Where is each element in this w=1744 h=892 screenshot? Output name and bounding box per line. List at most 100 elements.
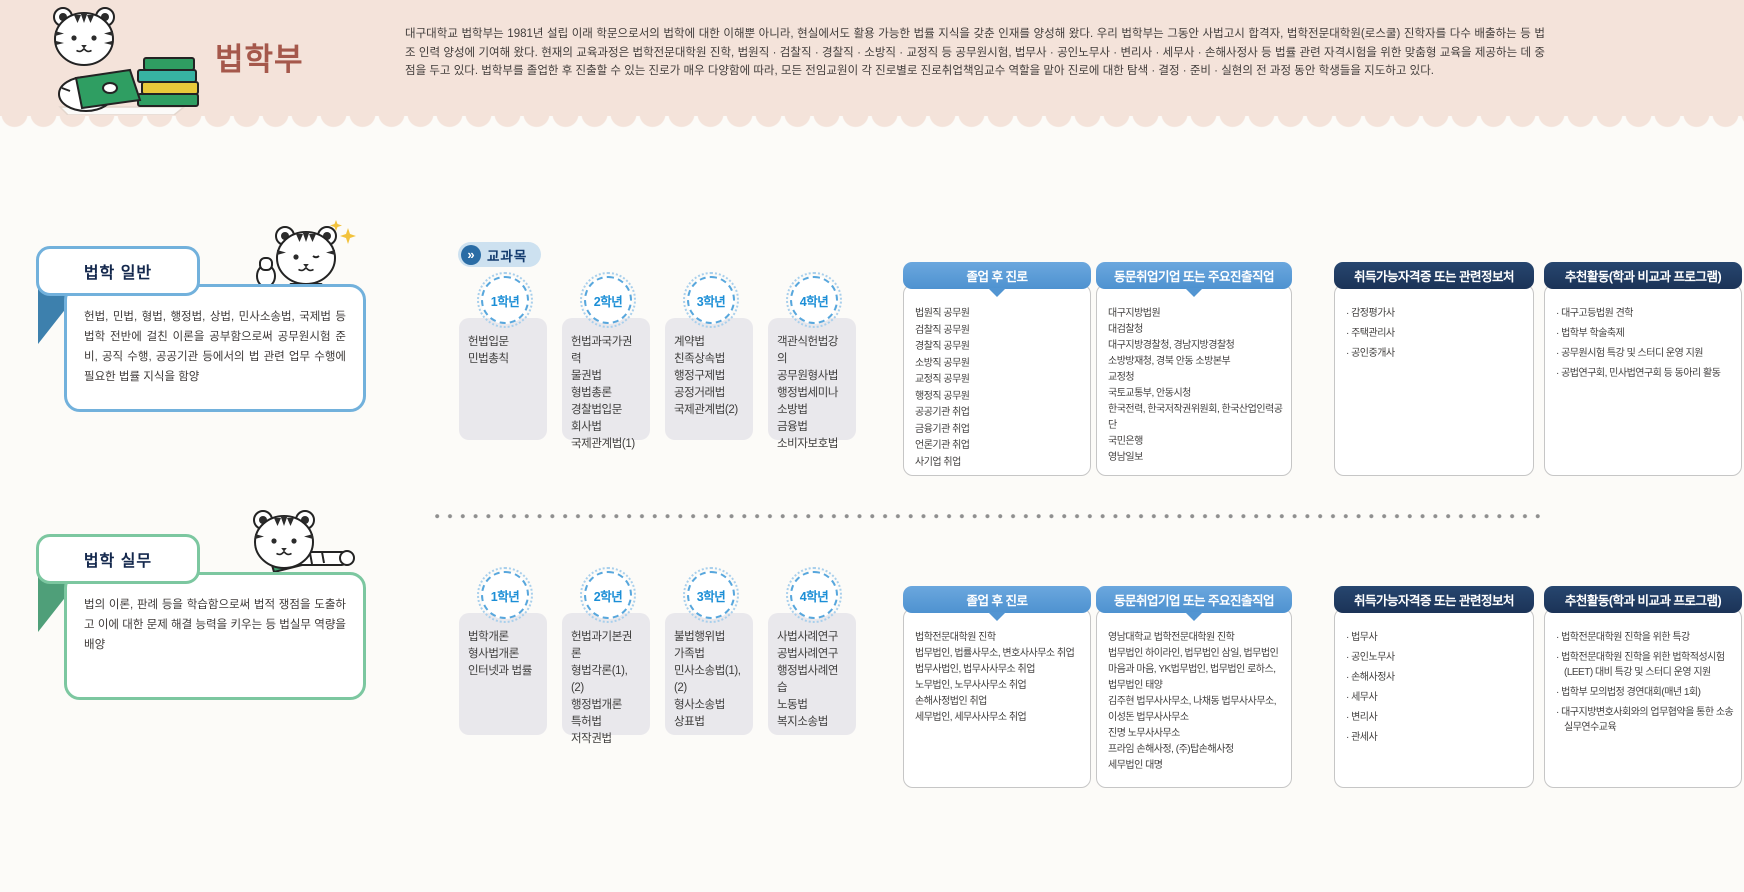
course-item: 친족상속법 <box>674 353 725 365</box>
list-item: 공인노무사 <box>1346 650 1526 665</box>
year-column-4: 사법사례연구 공법사례연구 행정법사례연습 노동법 복지소송법 <box>768 613 856 735</box>
course-item: 행정법개론 <box>571 699 622 711</box>
page-title: 법학부 <box>215 42 304 77</box>
course-item: 가족법 <box>674 648 705 660</box>
tiger-mascot-laptop-icon <box>53 7 199 115</box>
course-list: 사법사례연구 공법사례연구 행정법사례연습 노동법 복지소송법 <box>768 613 856 741</box>
info-box-careers: 졸업 후 진로 법원직 공무원 검찰직 공무원 경찰직 공무원 소방직 공무원 교정직 … <box>903 262 1091 476</box>
course-item: 형법총론 <box>571 387 612 399</box>
course-item: 특허법 <box>571 716 602 728</box>
list-item: 관세사 <box>1346 730 1526 745</box>
course-item: 헌법입문 <box>468 336 509 348</box>
scallop-border <box>0 116 1744 131</box>
list-item: 대검찰청 <box>1108 324 1143 335</box>
list-item: 손해사정사 <box>1346 670 1526 685</box>
course-item: 사법사례연구 <box>777 631 839 643</box>
course-list: 계약법 친족상속법 행정구제법 공정거래법 국제관계법(2) <box>665 318 753 429</box>
year-badge: 2학년 <box>580 272 636 328</box>
box-title: 취득가능자격증 또는 관련정보처 <box>1334 586 1534 613</box>
list-item: 세무사 <box>1346 690 1526 705</box>
box-item-list: 대구고등법원 견학법학부 학술축제공무원시험 특강 및 스터디 운영 지원공법연… <box>1556 306 1734 386</box>
list-item: 법학전문대학원 진학을 위한 법학적성시험(LEET) 대비 특강 및 스터디 … <box>1556 650 1734 680</box>
list-item: 법학전문대학원 진학 <box>915 632 996 643</box>
pointer-icon <box>988 288 1006 297</box>
box-body <box>903 608 1091 788</box>
course-item: 계약법 <box>674 336 705 348</box>
tiger-mascot-thumbsup-icon <box>256 220 356 296</box>
list-item: 공무원시험 특강 및 스터디 운영 지원 <box>1556 346 1734 361</box>
course-item: 행정법세미나 <box>777 387 839 399</box>
year-column-3: 불법행위법 가족법 민사소송법(1), (2) 형사소송법 상표법 <box>665 613 753 735</box>
course-item: 형사법개론 <box>468 648 519 660</box>
pointer-icon <box>988 612 1006 621</box>
curriculum-label: » 교과목 <box>458 242 542 267</box>
box-title: 졸업 후 진로 <box>903 262 1091 289</box>
course-item: 헌법과기본권론 <box>571 631 633 660</box>
course-item: 공무원형사법 <box>777 370 839 382</box>
year-badge: 3학년 <box>683 272 739 328</box>
list-item: 김주현 법무사사무소, 나채동 법무사사무소, 이성돈 법무사사무소 <box>1108 696 1277 723</box>
list-item: 법무사 <box>1346 630 1526 645</box>
course-item: 법학개론 <box>468 631 509 643</box>
course-item: 저작권법 <box>571 733 612 745</box>
list-item: 교정직 공무원 <box>915 374 970 385</box>
list-item: 국민은행 <box>1108 436 1143 447</box>
box-body <box>1096 284 1292 476</box>
course-item: 헌법과국가권력 <box>571 336 633 365</box>
box-item-list: 법무사공인노무사손해사정사세무사변리사관세사 <box>1346 630 1526 750</box>
list-item: 경찰직 공무원 <box>915 341 970 352</box>
course-item: 형법각론(1), (2) <box>571 665 628 694</box>
section-description: 법의 이론, 판례 등을 학습함으로써 법적 쟁점을 도출하고 이에 대한 문제… <box>84 599 346 652</box>
box-title: 동문취업기업 또는 주요진출직업 <box>1096 262 1292 289</box>
list-item: 영남대학교 법학전문대학원 진학 <box>1108 632 1235 643</box>
list-item: 손해사정법인 취업 <box>915 696 987 707</box>
course-item: 소비자보호법 <box>777 438 839 450</box>
list-item: 노무법인, 노무사사무소 취업 <box>915 680 1027 691</box>
course-item: 불법행위법 <box>674 631 725 643</box>
year-column-1: 법학개론 형사법개론 인터넷과 법률 <box>459 613 547 735</box>
list-item: 공법연구회, 민사법연구회 등 동아리 활동 <box>1556 366 1734 381</box>
info-box-alumni: 동문취업기업 또는 주요진출직업 영남대학교 법학전문대학원 진학 법무법인 하이… <box>1096 586 1292 788</box>
list-item: 영남일보 <box>1108 452 1143 463</box>
list-item: 공인중개사 <box>1346 346 1526 361</box>
course-list: 객관식헌법강의 공무원형사법 행정법세미나 소방법 금융법 소비자보호법 <box>768 318 856 463</box>
list-item: 법학전문대학원 진학을 위한 특강 <box>1556 630 1734 645</box>
list-item: 법학부 모의법정 경연대회(매년 1회) <box>1556 685 1734 700</box>
chevron-right-icon: » <box>461 244 481 265</box>
box-title: 추천활동(학과 비교과 프로그램) <box>1544 262 1742 289</box>
tiger-mascot-pointing-icon <box>253 510 355 574</box>
course-item: 경찰법입문 <box>571 404 622 416</box>
course-list: 불법행위법 가족법 민사소송법(1), (2) 형사소송법 상표법 <box>665 613 753 741</box>
section-practice-box: 법의 이론, 판례 등을 학습함으로써 법적 쟁점을 도출하고 이에 대한 문제… <box>64 572 366 700</box>
info-box-certificates: 취득가능자격증 또는 관련정보처 감정평가사주택관리사공인중개사 <box>1334 262 1534 476</box>
info-box-alumni: 동문취업기업 또는 주요진출직업 대구지방법원 대검찰청 대구지방경찰청, 경남지방… <box>1096 262 1292 476</box>
list-item: 감정평가사 <box>1346 306 1526 321</box>
box-item-list: 법학전문대학원 진학을 위한 특강법학전문대학원 진학을 위한 법학적성시험(L… <box>1556 630 1734 740</box>
list-item: 검찰직 공무원 <box>915 324 970 336</box>
box-title: 졸업 후 진로 <box>903 586 1091 613</box>
year-badge: 2학년 <box>580 567 636 623</box>
info-box-activities: 추천활동(학과 비교과 프로그램) 대구고등법원 견학법학부 학술축제공무원시험… <box>1544 262 1742 476</box>
list-item: 금융기관 취업 <box>915 423 970 435</box>
course-item: 복지소송법 <box>777 716 828 728</box>
list-item: 진명 노무사사무소 <box>1108 728 1180 739</box>
box-item-list: 대구지방법원 대검찰청 대구지방경찰청, 경남지방경찰청 소방방재청, 경북 안동 소… <box>1108 306 1284 466</box>
course-item: 행정법사례연습 <box>777 665 839 694</box>
course-item: 공법사례연구 <box>777 648 839 660</box>
box-title: 취득가능자격증 또는 관련정보처 <box>1334 262 1534 289</box>
course-item: 금융법 <box>777 421 808 433</box>
section-title-practice: 법학 실무 <box>36 534 200 584</box>
list-item: 대구고등법원 견학 <box>1556 306 1734 321</box>
info-box-activities: 추천활동(학과 비교과 프로그램) 법학전문대학원 진학을 위한 특강법학전문대… <box>1544 586 1742 788</box>
list-item: 법무사법인, 법무사사무소 취업 <box>915 664 1035 675</box>
list-item: 교정청 <box>1108 372 1135 383</box>
course-list: 법학개론 형사법개론 인터넷과 법률 <box>459 613 547 690</box>
box-body <box>1096 608 1292 788</box>
list-item: 사기업 취업 <box>915 456 961 468</box>
year-badge: 1학년 <box>477 272 533 328</box>
section-description: 헌법, 민법, 형법, 행정법, 상법, 민사소송법, 국제법 등 법학 전반에… <box>84 311 346 384</box>
course-item: 국제관계법(2) <box>674 404 738 416</box>
year-badge: 4학년 <box>786 272 842 328</box>
